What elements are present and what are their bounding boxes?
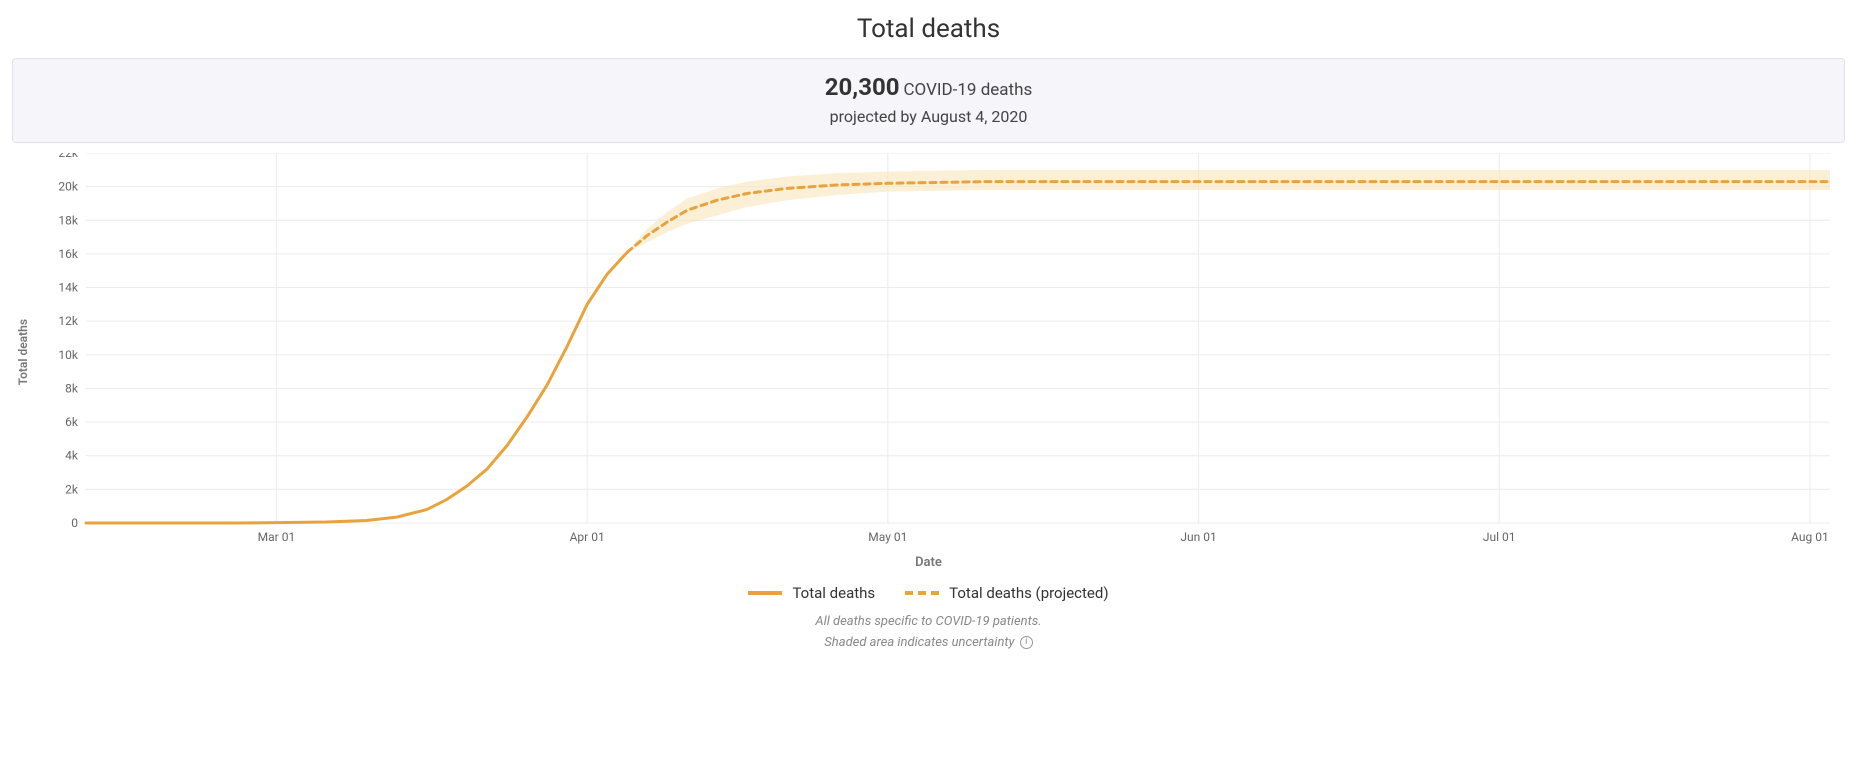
legend-label-solid: Total deaths <box>792 584 875 602</box>
footnote-line-2: Shaded area indicates uncertainty <box>824 635 1014 650</box>
footnote-line-2-wrap: Shaded area indicates uncertainty i <box>12 633 1845 654</box>
legend-item-solid: Total deaths <box>748 584 875 602</box>
summary-headline: 20,300 COVID-19 deaths <box>23 73 1834 101</box>
svg-text:22k: 22k <box>58 153 78 160</box>
deaths-line-chart: 0 2k 4k 6k 8k 10k 12k 14k 16k 18k 20k 22k Mar 01 Apr … <box>30 153 1835 551</box>
svg-text:12k: 12k <box>58 314 78 328</box>
svg-text:8k: 8k <box>65 381 79 395</box>
legend-swatch-dashed <box>905 591 939 595</box>
legend: Total deaths Total deaths (projected) <box>12 584 1845 602</box>
legend-item-dashed: Total deaths (projected) <box>905 584 1108 602</box>
legend-swatch-solid <box>748 591 782 595</box>
svg-text:Aug 01: Aug 01 <box>1791 530 1829 544</box>
summary-label: COVID-19 deaths <box>903 80 1032 100</box>
summary-subtext: projected by August 4, 2020 <box>23 107 1834 126</box>
footnote-line-1: All deaths specific to COVID-19 patients… <box>12 612 1845 633</box>
svg-text:Jun 01: Jun 01 <box>1180 530 1216 544</box>
svg-text:14k: 14k <box>58 281 78 295</box>
svg-text:18k: 18k <box>58 213 78 227</box>
svg-text:Jul 01: Jul 01 <box>1483 530 1516 544</box>
chart-container: Total deaths 0 2k 4k 6k 8k 10k 12k 14k 16k 18k 20k… <box>12 153 1845 551</box>
page-title: Total deaths <box>12 14 1845 44</box>
svg-text:Apr 01: Apr 01 <box>570 530 605 544</box>
summary-number: 20,300 <box>825 73 900 101</box>
svg-text:2k: 2k <box>65 482 79 496</box>
svg-text:10k: 10k <box>58 348 78 362</box>
svg-text:16k: 16k <box>58 247 78 261</box>
x-axis-title: Date <box>12 555 1845 570</box>
info-icon[interactable]: i <box>1020 636 1033 649</box>
svg-text:4k: 4k <box>65 449 79 463</box>
svg-text:0: 0 <box>71 516 78 530</box>
svg-text:20k: 20k <box>58 180 78 194</box>
svg-text:Mar 01: Mar 01 <box>258 530 296 544</box>
svg-text:May 01: May 01 <box>868 530 907 544</box>
footnote: All deaths specific to COVID-19 patients… <box>12 612 1845 654</box>
legend-label-dashed: Total deaths (projected) <box>949 584 1108 602</box>
summary-box: 20,300 COVID-19 deaths projected by Augu… <box>12 58 1845 143</box>
svg-text:6k: 6k <box>65 415 79 429</box>
y-axis-title: Total deaths <box>12 319 30 385</box>
